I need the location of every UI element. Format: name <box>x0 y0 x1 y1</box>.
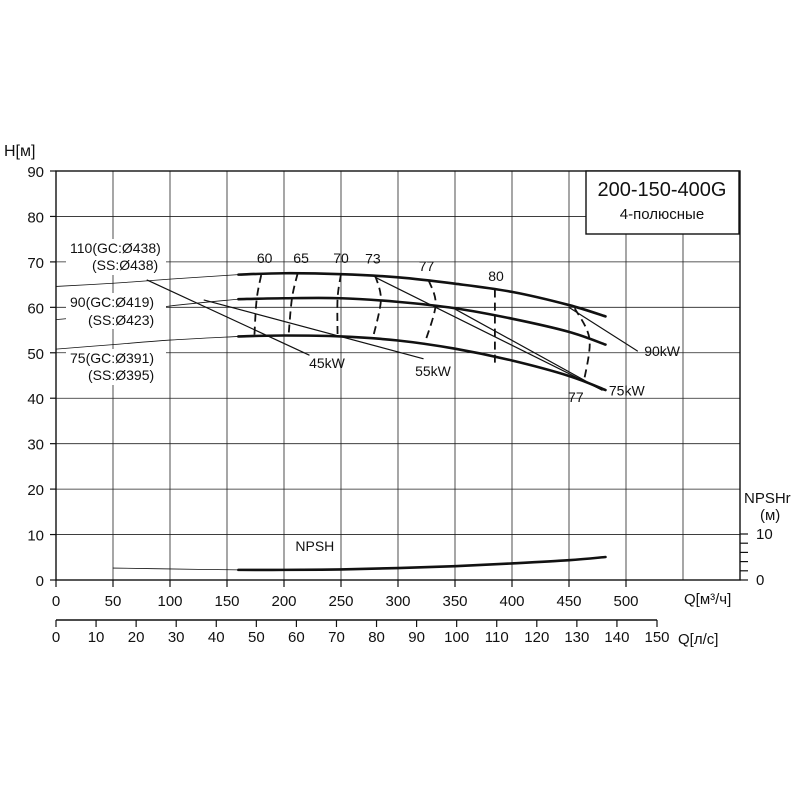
power-line <box>568 306 639 352</box>
npsh-axis-label: NPSHr <box>744 490 791 507</box>
y-tick-label: 0 <box>36 573 44 590</box>
labels: NPSH 60 65 70 73 77 80 77 45kW 55kW 75kW 90kW 110(GC… <box>66 239 681 554</box>
power-label: 75kW <box>609 383 646 399</box>
impeller-diameter-label: 75(GC:Ø391) <box>70 350 154 366</box>
x-tick-label-m3h: 500 <box>613 593 638 610</box>
power-line <box>374 276 603 391</box>
x-tick-label-m3h: 50 <box>105 593 122 610</box>
power-label: 90kW <box>644 343 681 359</box>
efficiency-label: 77 <box>568 389 584 405</box>
impeller-diameter-label-ss: (SS:Ø395) <box>88 367 154 383</box>
npsh-curve-thin <box>112 567 239 571</box>
efficiency-isoline-60 <box>253 274 263 337</box>
x-tick-label-ls: 20 <box>128 629 145 646</box>
y-tick-label: 70 <box>27 255 44 272</box>
x-tick-label-ls: 70 <box>328 629 345 646</box>
diameter-label-bg <box>66 349 166 385</box>
y-tick-label: 50 <box>27 346 44 363</box>
power-line <box>452 307 603 391</box>
power-label: 55kW <box>415 363 452 379</box>
x-tick-label-ls: 120 <box>524 629 549 646</box>
y-tick-label: 60 <box>27 300 44 317</box>
impeller-diameter-label: 110(GC:Ø438) <box>70 240 161 256</box>
efficiency-label: 70 <box>333 250 349 266</box>
efficiency-isoline-77 <box>423 280 437 345</box>
x-tick-label-ls: 150 <box>644 629 669 646</box>
head-curve-Ø419 <box>237 296 607 346</box>
power-label: 45kW <box>309 355 346 371</box>
diameter-label-bg <box>66 293 166 329</box>
x-tick-label-ls: 100 <box>444 629 469 646</box>
y-tick-label: 30 <box>27 437 44 454</box>
x-tick-label-ls: 80 <box>368 629 385 646</box>
title-box: 200-150-400G 4-полюсные <box>585 170 740 235</box>
x-tick-label-m3h: 150 <box>214 593 239 610</box>
curves <box>55 271 639 572</box>
x-tick-label-ls: 60 <box>288 629 305 646</box>
chart-title: 200-150-400G <box>598 179 727 201</box>
npsh-tick-label: 10 <box>756 526 773 543</box>
y-tick-label: 80 <box>27 209 44 226</box>
x-tick-label-m3h: 450 <box>556 593 581 610</box>
x-tick-label-ls: 10 <box>88 629 105 646</box>
y-tick-label: 90 <box>27 164 44 181</box>
head-curve-thin-Ø391 <box>55 336 239 350</box>
x-tick-label-m3h: 250 <box>328 593 353 610</box>
efficiency-isoline-77 <box>573 307 591 382</box>
y-tick-label: 10 <box>27 528 44 545</box>
efficiency-label: 80 <box>488 268 504 284</box>
grid <box>56 170 740 580</box>
x-tick-label-ls: 110 <box>485 629 509 646</box>
chart-subtitle: 4-полюсные <box>620 206 704 223</box>
impeller-diameter-label-ss: (SS:Ø438) <box>92 257 158 273</box>
x-tick-label-m3h: 300 <box>385 593 410 610</box>
x-tick-label-m3h: 100 <box>157 593 182 610</box>
power-line <box>203 299 424 360</box>
efficiency-label: 73 <box>365 251 381 267</box>
x-tick-label-m3h: 200 <box>271 593 296 610</box>
npsh-tick-label: 0 <box>756 572 764 589</box>
head-curve-thin-Ø438 <box>55 274 239 287</box>
x-tick-label-ls: 50 <box>248 629 265 646</box>
npsh-axis-unit: (м) <box>760 507 780 524</box>
efficiency-label: 77 <box>419 258 435 274</box>
x-tick-label-ls: 0 <box>52 629 60 646</box>
efficiency-label: 65 <box>293 250 309 266</box>
head-curve-Ø391 <box>237 334 607 392</box>
x-tick-label-ls: 30 <box>168 629 185 646</box>
efficiency-label: 60 <box>257 250 273 266</box>
npsh-curve-label: NPSH <box>295 538 334 554</box>
x-tick-label-ls: 140 <box>604 629 629 646</box>
y-axis-label: H[м] <box>4 143 35 160</box>
efficiency-isoline-65 <box>287 273 299 336</box>
npsh-curve <box>237 555 607 572</box>
impeller-diameter-label: 90(GC:Ø419) <box>70 294 154 310</box>
x-tick-label-m3h: 400 <box>499 593 524 610</box>
diameter-label-bg <box>66 239 166 275</box>
y-tick-label: 40 <box>27 391 44 408</box>
impeller-diameter-label-ss: (SS:Ø423) <box>88 312 154 328</box>
x-tick-label-m3h: 0 <box>52 593 60 610</box>
x-axis-label-m3h: Q[м³/ч] <box>684 591 731 608</box>
y-tick-label: 20 <box>27 482 44 499</box>
x-tick-label-ls: 40 <box>208 629 225 646</box>
x-tick-label-m3h: 350 <box>442 593 467 610</box>
x-tick-label-ls: 90 <box>408 629 425 646</box>
x-axis-label-ls: Q[л/с] <box>678 631 718 648</box>
x-tick-label-ls: 130 <box>564 629 589 646</box>
efficiency-isoline-70 <box>336 274 342 337</box>
power-line <box>146 279 310 356</box>
head-curve-Ø438 <box>237 271 607 318</box>
efficiency-isoline-73 <box>372 275 382 338</box>
